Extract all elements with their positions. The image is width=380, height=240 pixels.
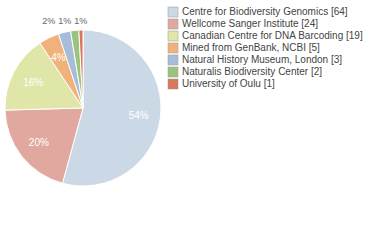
legend-swatch <box>168 43 178 53</box>
legend-entry: Natural History Museum, London [3] <box>182 54 342 65</box>
legend: Centre for Biodiversity Genomics [64]Wel… <box>168 6 363 89</box>
slice-label: 54% <box>129 110 149 121</box>
chart: 54%20%16%4%1%1%2%Centre for Biodiversity… <box>0 0 380 240</box>
slice-label: 1% <box>74 16 87 26</box>
legend-swatch <box>168 55 178 65</box>
slice-label: 20% <box>29 137 49 148</box>
legend-count: [1] <box>261 78 275 89</box>
legend-name: Centre for Biodiversity Genomics <box>182 6 328 17</box>
legend-swatch <box>168 7 178 17</box>
pie-slice <box>71 30 83 108</box>
legend-entry: Naturalis Biodiversity Center [2] <box>182 66 322 77</box>
legend-swatch <box>168 31 178 41</box>
legend-name: Wellcome Sanger Institute <box>182 18 299 29</box>
legend-entry: Centre for Biodiversity Genomics [64] <box>182 6 348 17</box>
legend-entry: Wellcome Sanger Institute [24] <box>182 18 318 29</box>
legend-entry: Canadian Centre for DNA Barcoding [19] <box>182 30 363 41</box>
slice-label: 2% <box>42 16 55 26</box>
legend-name: Naturalis Biodiversity Center <box>182 66 309 77</box>
legend-entry: Mined from GenBank, NCBI [5] <box>182 42 320 53</box>
slice-labels: 54%20%16%4%1%1%2% <box>23 16 149 148</box>
legend-entry: University of Oulu [1] <box>182 78 275 89</box>
legend-swatch <box>168 79 178 89</box>
slice-label: 16% <box>23 77 43 88</box>
legend-count: [19] <box>343 30 363 41</box>
pie-slice <box>59 31 83 108</box>
legend-name: Natural History Museum, London <box>182 54 328 65</box>
legend-swatch <box>168 19 178 29</box>
legend-count: [5] <box>306 42 320 53</box>
legend-name: Canadian Centre for DNA Barcoding <box>182 30 343 41</box>
legend-count: [24] <box>299 18 319 29</box>
legend-swatch <box>168 67 178 77</box>
slice-label: 4% <box>51 52 66 63</box>
pie-slice <box>5 108 83 183</box>
legend-count: [64] <box>328 6 348 17</box>
pie-slice <box>79 30 83 108</box>
legend-name: Mined from GenBank, NCBI <box>182 42 306 53</box>
legend-count: [2] <box>308 66 322 77</box>
legend-count: [3] <box>328 54 342 65</box>
legend-name: University of Oulu <box>182 78 261 89</box>
pie <box>5 30 161 186</box>
slice-label: 1% <box>58 16 71 26</box>
